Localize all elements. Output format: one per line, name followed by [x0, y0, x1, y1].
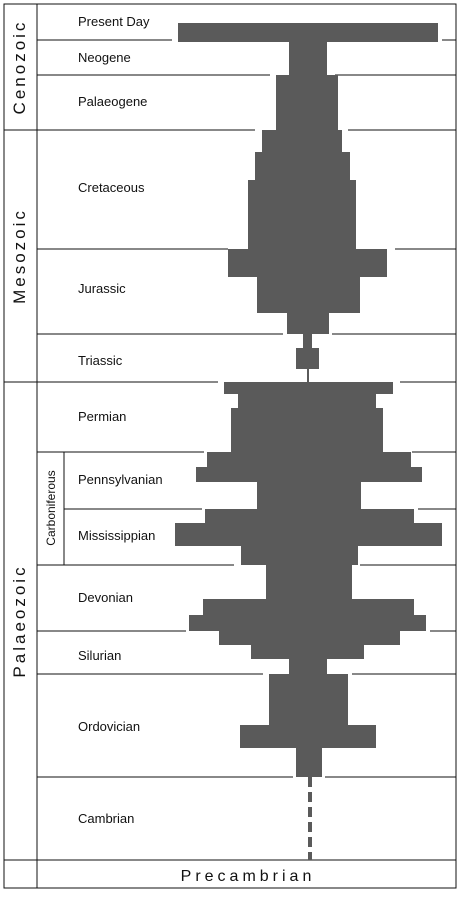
bar-pennsylvanian-2	[196, 467, 422, 482]
period-label-cretaceous: Cretaceous	[78, 180, 145, 195]
bar-permian-3	[231, 408, 383, 452]
bar-cretaceous-3	[248, 180, 356, 249]
diversity-spindle	[175, 23, 442, 777]
period-label-permian: Permian	[78, 409, 126, 424]
carboniferous-label: Carboniferous	[44, 470, 58, 545]
bar-silurian-1	[219, 631, 400, 645]
period-label-cambrian: Cambrian	[78, 811, 134, 826]
bar-pennsylvanian-3	[257, 482, 361, 509]
bar-silurian-2	[251, 645, 364, 659]
bar-present-day	[178, 23, 438, 42]
bar-mississippian-3	[241, 546, 358, 565]
bar-triassic-1	[303, 334, 312, 348]
period-label-mississippian: Mississippian	[78, 528, 155, 543]
bar-mississippian-2	[175, 523, 442, 546]
era-label-mesozoic: Mesozoic	[10, 208, 29, 304]
period-label-neogene: Neogene	[78, 50, 131, 65]
bar-ordovician-1	[269, 674, 348, 725]
era-label-cenozoic: Cenozoic	[10, 20, 29, 115]
bar-permian-1	[224, 382, 393, 394]
bar-devonian-1	[266, 565, 352, 599]
bar-jurassic-1	[228, 249, 387, 277]
bar-devonian-2	[203, 599, 414, 615]
period-label-triassic: Triassic	[78, 353, 123, 368]
period-label-devonian: Devonian	[78, 590, 133, 605]
bar-mississippian-1	[205, 509, 414, 523]
precambrian-label: Precambrian	[181, 868, 316, 885]
period-label-palaeogene: Palaeogene	[78, 94, 147, 109]
era-label-palaeozoic: Palaeozoic	[10, 564, 29, 677]
bar-triassic-2	[296, 348, 319, 369]
bar-silurian-3	[289, 659, 327, 674]
bar-cretaceous-1	[262, 130, 342, 152]
period-label-present-day: Present Day	[78, 14, 150, 29]
bar-cretaceous-2	[255, 152, 350, 180]
bar-jurassic-3	[287, 313, 329, 334]
bar-neogene	[289, 42, 327, 75]
bar-devonian-3	[189, 615, 426, 631]
bar-palaeogene	[276, 75, 338, 130]
bar-permian-2	[238, 394, 376, 408]
period-label-ordovician: Ordovician	[78, 719, 140, 734]
bar-jurassic-2	[257, 277, 360, 313]
period-label-silurian: Silurian	[78, 648, 121, 663]
period-label-pennsylvanian: Pennsylvanian	[78, 472, 163, 487]
outer-frame	[4, 4, 456, 888]
bar-ordovician-2	[240, 725, 376, 748]
bar-pennsylvanian-1	[207, 452, 411, 467]
period-label-jurassic: Jurassic	[78, 281, 126, 296]
bar-ordovician-3	[296, 748, 322, 777]
bar-triassic-stem	[307, 369, 309, 382]
